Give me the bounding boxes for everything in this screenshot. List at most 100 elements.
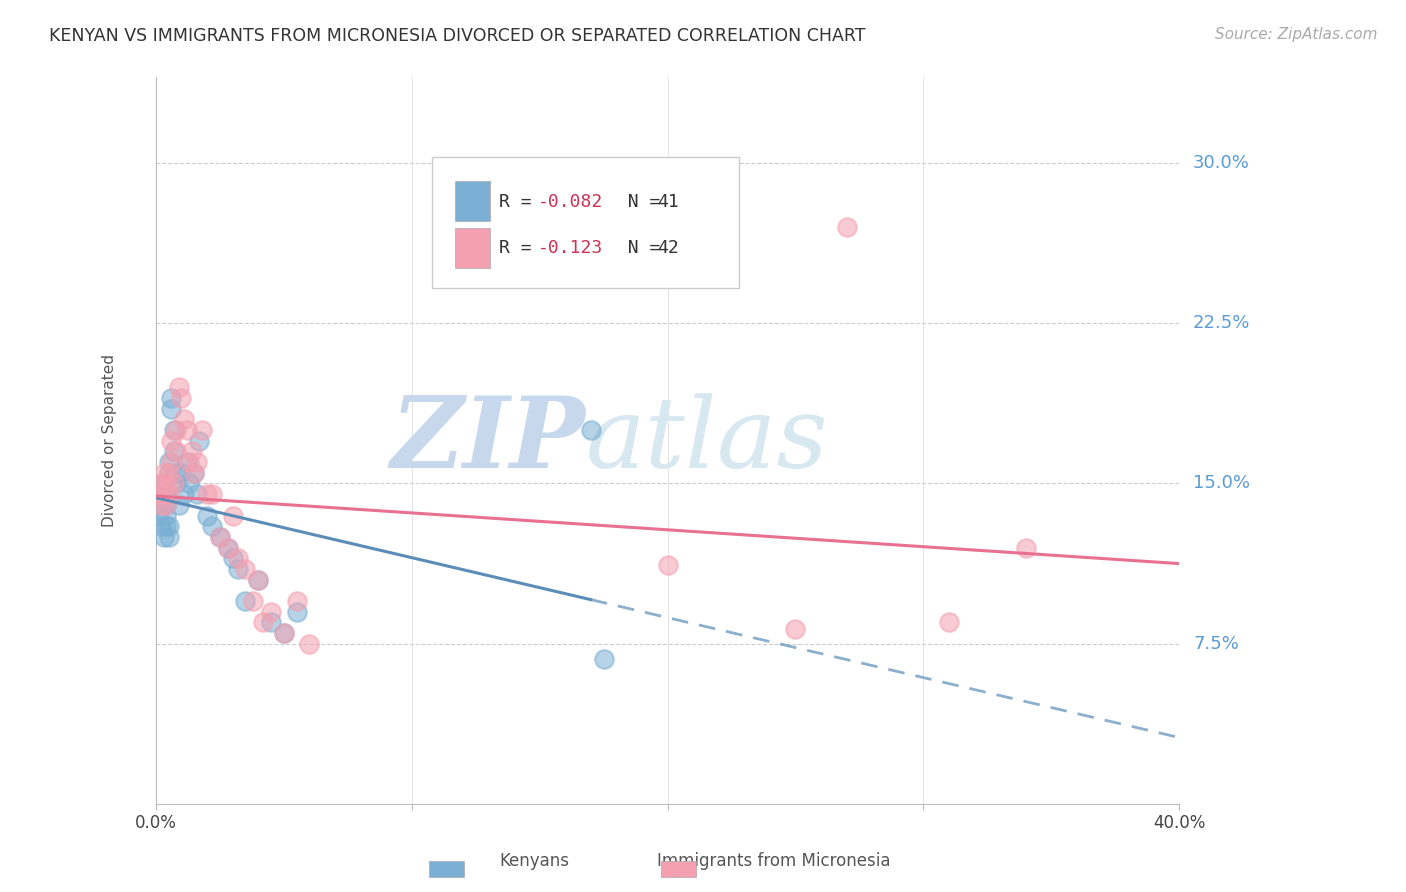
Point [152, 476, 174, 491]
Point [260, 605, 283, 619]
Text: 7.5%: 7.5% [1194, 635, 1239, 653]
Point [180, 444, 202, 458]
Point [242, 594, 264, 608]
Point [160, 391, 183, 405]
Point [217, 541, 239, 555]
Text: -0.123: -0.123 [537, 239, 603, 257]
Point [221, 551, 243, 566]
Point [226, 562, 249, 576]
Point [201, 487, 224, 501]
Point [165, 423, 187, 437]
Point [186, 455, 208, 469]
Point [208, 530, 231, 544]
Point [163, 423, 186, 437]
Point [579, 423, 602, 437]
Point [155, 508, 177, 523]
Point [247, 573, 270, 587]
Point [179, 476, 201, 491]
Point [657, 558, 679, 572]
Point [835, 220, 858, 235]
Point [592, 651, 614, 665]
Text: 22.5%: 22.5% [1194, 314, 1250, 332]
Point [208, 530, 231, 544]
Point [183, 466, 205, 480]
Point [148, 508, 170, 523]
Point [150, 519, 173, 533]
Text: Kenyans: Kenyans [499, 852, 569, 870]
Bar [454, 227, 491, 268]
Point [152, 487, 174, 501]
Point [183, 466, 205, 480]
Point [170, 466, 193, 480]
Point [160, 401, 183, 416]
Point [152, 487, 174, 501]
Text: Immigrants from Micronesia: Immigrants from Micronesia [657, 852, 890, 870]
Point [201, 519, 224, 533]
Point [163, 444, 186, 458]
Point [186, 487, 208, 501]
Point [155, 476, 177, 491]
Text: 30.0%: 30.0% [1194, 154, 1250, 172]
Point [176, 423, 198, 437]
Point [167, 498, 190, 512]
Point [165, 466, 187, 480]
Point [1014, 541, 1036, 555]
Point [157, 519, 180, 533]
Point [938, 615, 960, 630]
Text: 41: 41 [657, 193, 679, 211]
Text: Source: ZipAtlas.com: Source: ZipAtlas.com [1215, 27, 1378, 42]
Point [155, 487, 177, 501]
Point [188, 434, 211, 448]
Point [298, 637, 321, 651]
Point [273, 626, 295, 640]
Point [226, 551, 249, 566]
Bar [454, 181, 491, 221]
Point [155, 498, 177, 512]
Point [173, 412, 195, 426]
Point [163, 476, 186, 491]
Text: Divorced or Separated: Divorced or Separated [103, 354, 117, 527]
Text: atlas: atlas [586, 393, 828, 488]
Point [179, 455, 201, 469]
Point [157, 466, 180, 480]
Point [176, 455, 198, 469]
Point [260, 615, 283, 630]
Point [148, 487, 170, 501]
Point [252, 615, 274, 630]
Point [150, 498, 173, 512]
Point [165, 476, 187, 491]
Point [195, 508, 218, 523]
Point [150, 476, 173, 491]
Point [165, 444, 187, 458]
Point [221, 508, 243, 523]
Point [173, 487, 195, 501]
Point [167, 380, 190, 394]
Text: R =: R = [499, 193, 543, 211]
Text: ZIP: ZIP [391, 392, 586, 489]
Point [152, 466, 174, 480]
Point [235, 594, 257, 608]
Point [195, 487, 218, 501]
Point [157, 455, 180, 469]
Text: KENYAN VS IMMIGRANTS FROM MICRONESIA DIVORCED OR SEPARATED CORRELATION CHART: KENYAN VS IMMIGRANTS FROM MICRONESIA DIV… [49, 27, 866, 45]
Text: N =: N = [606, 239, 672, 257]
Text: 15.0%: 15.0% [1194, 475, 1250, 492]
Point [217, 541, 239, 555]
Point [160, 455, 183, 469]
Text: -0.082: -0.082 [537, 193, 603, 211]
Point [157, 487, 180, 501]
Text: N =: N = [606, 193, 672, 211]
Point [157, 466, 180, 480]
Point [247, 573, 270, 587]
Point [273, 626, 295, 640]
Point [285, 605, 308, 619]
Text: 42: 42 [657, 239, 679, 257]
Point [155, 498, 177, 512]
Point [152, 530, 174, 544]
Point [160, 434, 183, 448]
Point [150, 498, 173, 512]
Point [155, 519, 177, 533]
Point [785, 622, 807, 636]
Point [235, 562, 257, 576]
Text: R =: R = [499, 239, 543, 257]
